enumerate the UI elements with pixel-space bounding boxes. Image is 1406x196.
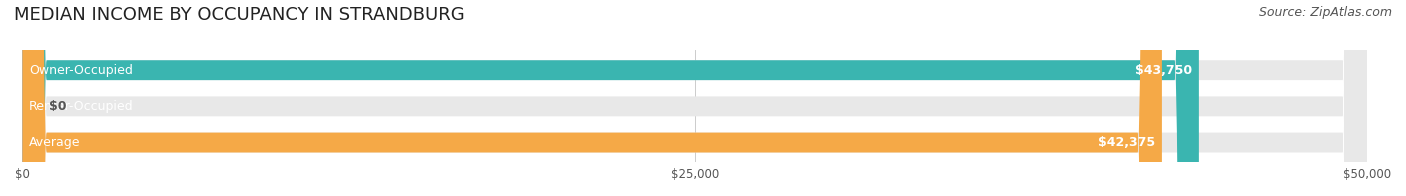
Text: $42,375: $42,375: [1098, 136, 1156, 149]
FancyBboxPatch shape: [22, 0, 1367, 196]
Text: $43,750: $43,750: [1135, 64, 1192, 77]
FancyBboxPatch shape: [22, 0, 1367, 196]
FancyBboxPatch shape: [22, 0, 1199, 196]
FancyBboxPatch shape: [22, 0, 1367, 196]
Text: Renter-Occupied: Renter-Occupied: [30, 100, 134, 113]
FancyBboxPatch shape: [22, 0, 38, 196]
Text: Average: Average: [30, 136, 80, 149]
Text: Source: ZipAtlas.com: Source: ZipAtlas.com: [1258, 6, 1392, 19]
Text: Owner-Occupied: Owner-Occupied: [30, 64, 134, 77]
FancyBboxPatch shape: [22, 0, 1161, 196]
Text: MEDIAN INCOME BY OCCUPANCY IN STRANDBURG: MEDIAN INCOME BY OCCUPANCY IN STRANDBURG: [14, 6, 465, 24]
Text: $0: $0: [49, 100, 67, 113]
